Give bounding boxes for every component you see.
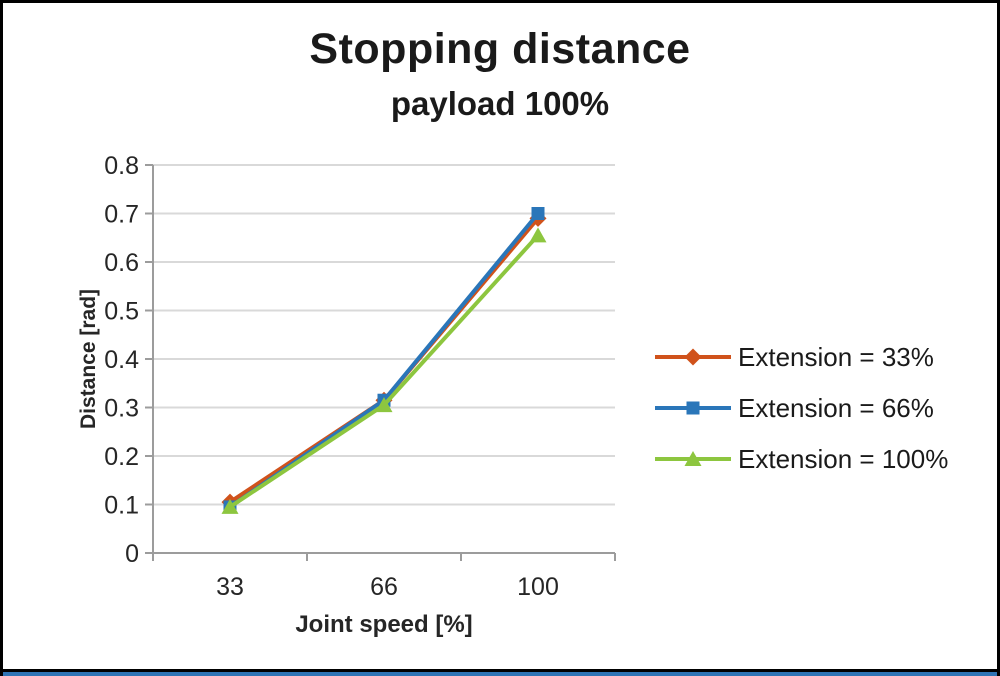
legend-label: Extension = 100% (738, 443, 949, 474)
legend: Extension = 33% Extension = 66% Extension … (653, 335, 948, 481)
legend-label: Extension = 66% (738, 392, 934, 423)
marker-square-icon (531, 207, 545, 220)
legend-square-icon (655, 401, 731, 415)
series-line-0 (228, 216, 540, 505)
legend-item-0: Extension = 33% (653, 335, 948, 379)
y-tick-label: 0.4 (104, 346, 139, 374)
legend-triangle-icon (655, 451, 731, 466)
marker-square-icon (686, 401, 700, 415)
y-tick-label: 0 (125, 540, 139, 568)
x-tick-label: 33 (216, 573, 244, 601)
legend-label: Extension = 33% (738, 341, 934, 372)
x-tick-label: 100 (517, 573, 559, 601)
series-line-1 (228, 211, 540, 509)
y-axis-title: Distance [rad] (77, 288, 100, 430)
chart-subtitle: payload 100% (390, 85, 610, 122)
x-axis-title: Joint speed [%] (295, 611, 473, 638)
bottom-border-line (3, 669, 997, 672)
chart-title: Stopping distance (309, 25, 691, 73)
y-tick-label: 0.2 (104, 443, 139, 471)
series-line-2 (228, 233, 540, 509)
y-tick-label: 0.3 (104, 395, 139, 423)
marker-triangle-icon (221, 498, 239, 514)
legend-item-2: Extension = 100% (653, 437, 948, 481)
x-tick-label: 66 (370, 573, 398, 601)
y-tick-label: 0.8 (104, 152, 139, 180)
y-tick-label: 0.1 (104, 492, 139, 520)
y-tick-label: 0.5 (104, 298, 139, 326)
bottom-edge-line (3, 672, 997, 676)
y-tick-label: 0.6 (104, 249, 139, 277)
y-tick-label: 0.7 (104, 201, 139, 229)
legend-item-1: Extension = 66% (653, 386, 948, 430)
legend-diamond-icon (655, 348, 731, 366)
plot-area: 0 0.1 0.2 0.3 0.4 0.5 0.6 0.7 0.8 33 66 100 (104, 152, 616, 601)
marker-triangle-icon (529, 227, 547, 243)
marker-diamond-icon (684, 348, 702, 366)
marker-triangle-icon (375, 397, 393, 413)
marker-triangle-icon (684, 451, 702, 466)
